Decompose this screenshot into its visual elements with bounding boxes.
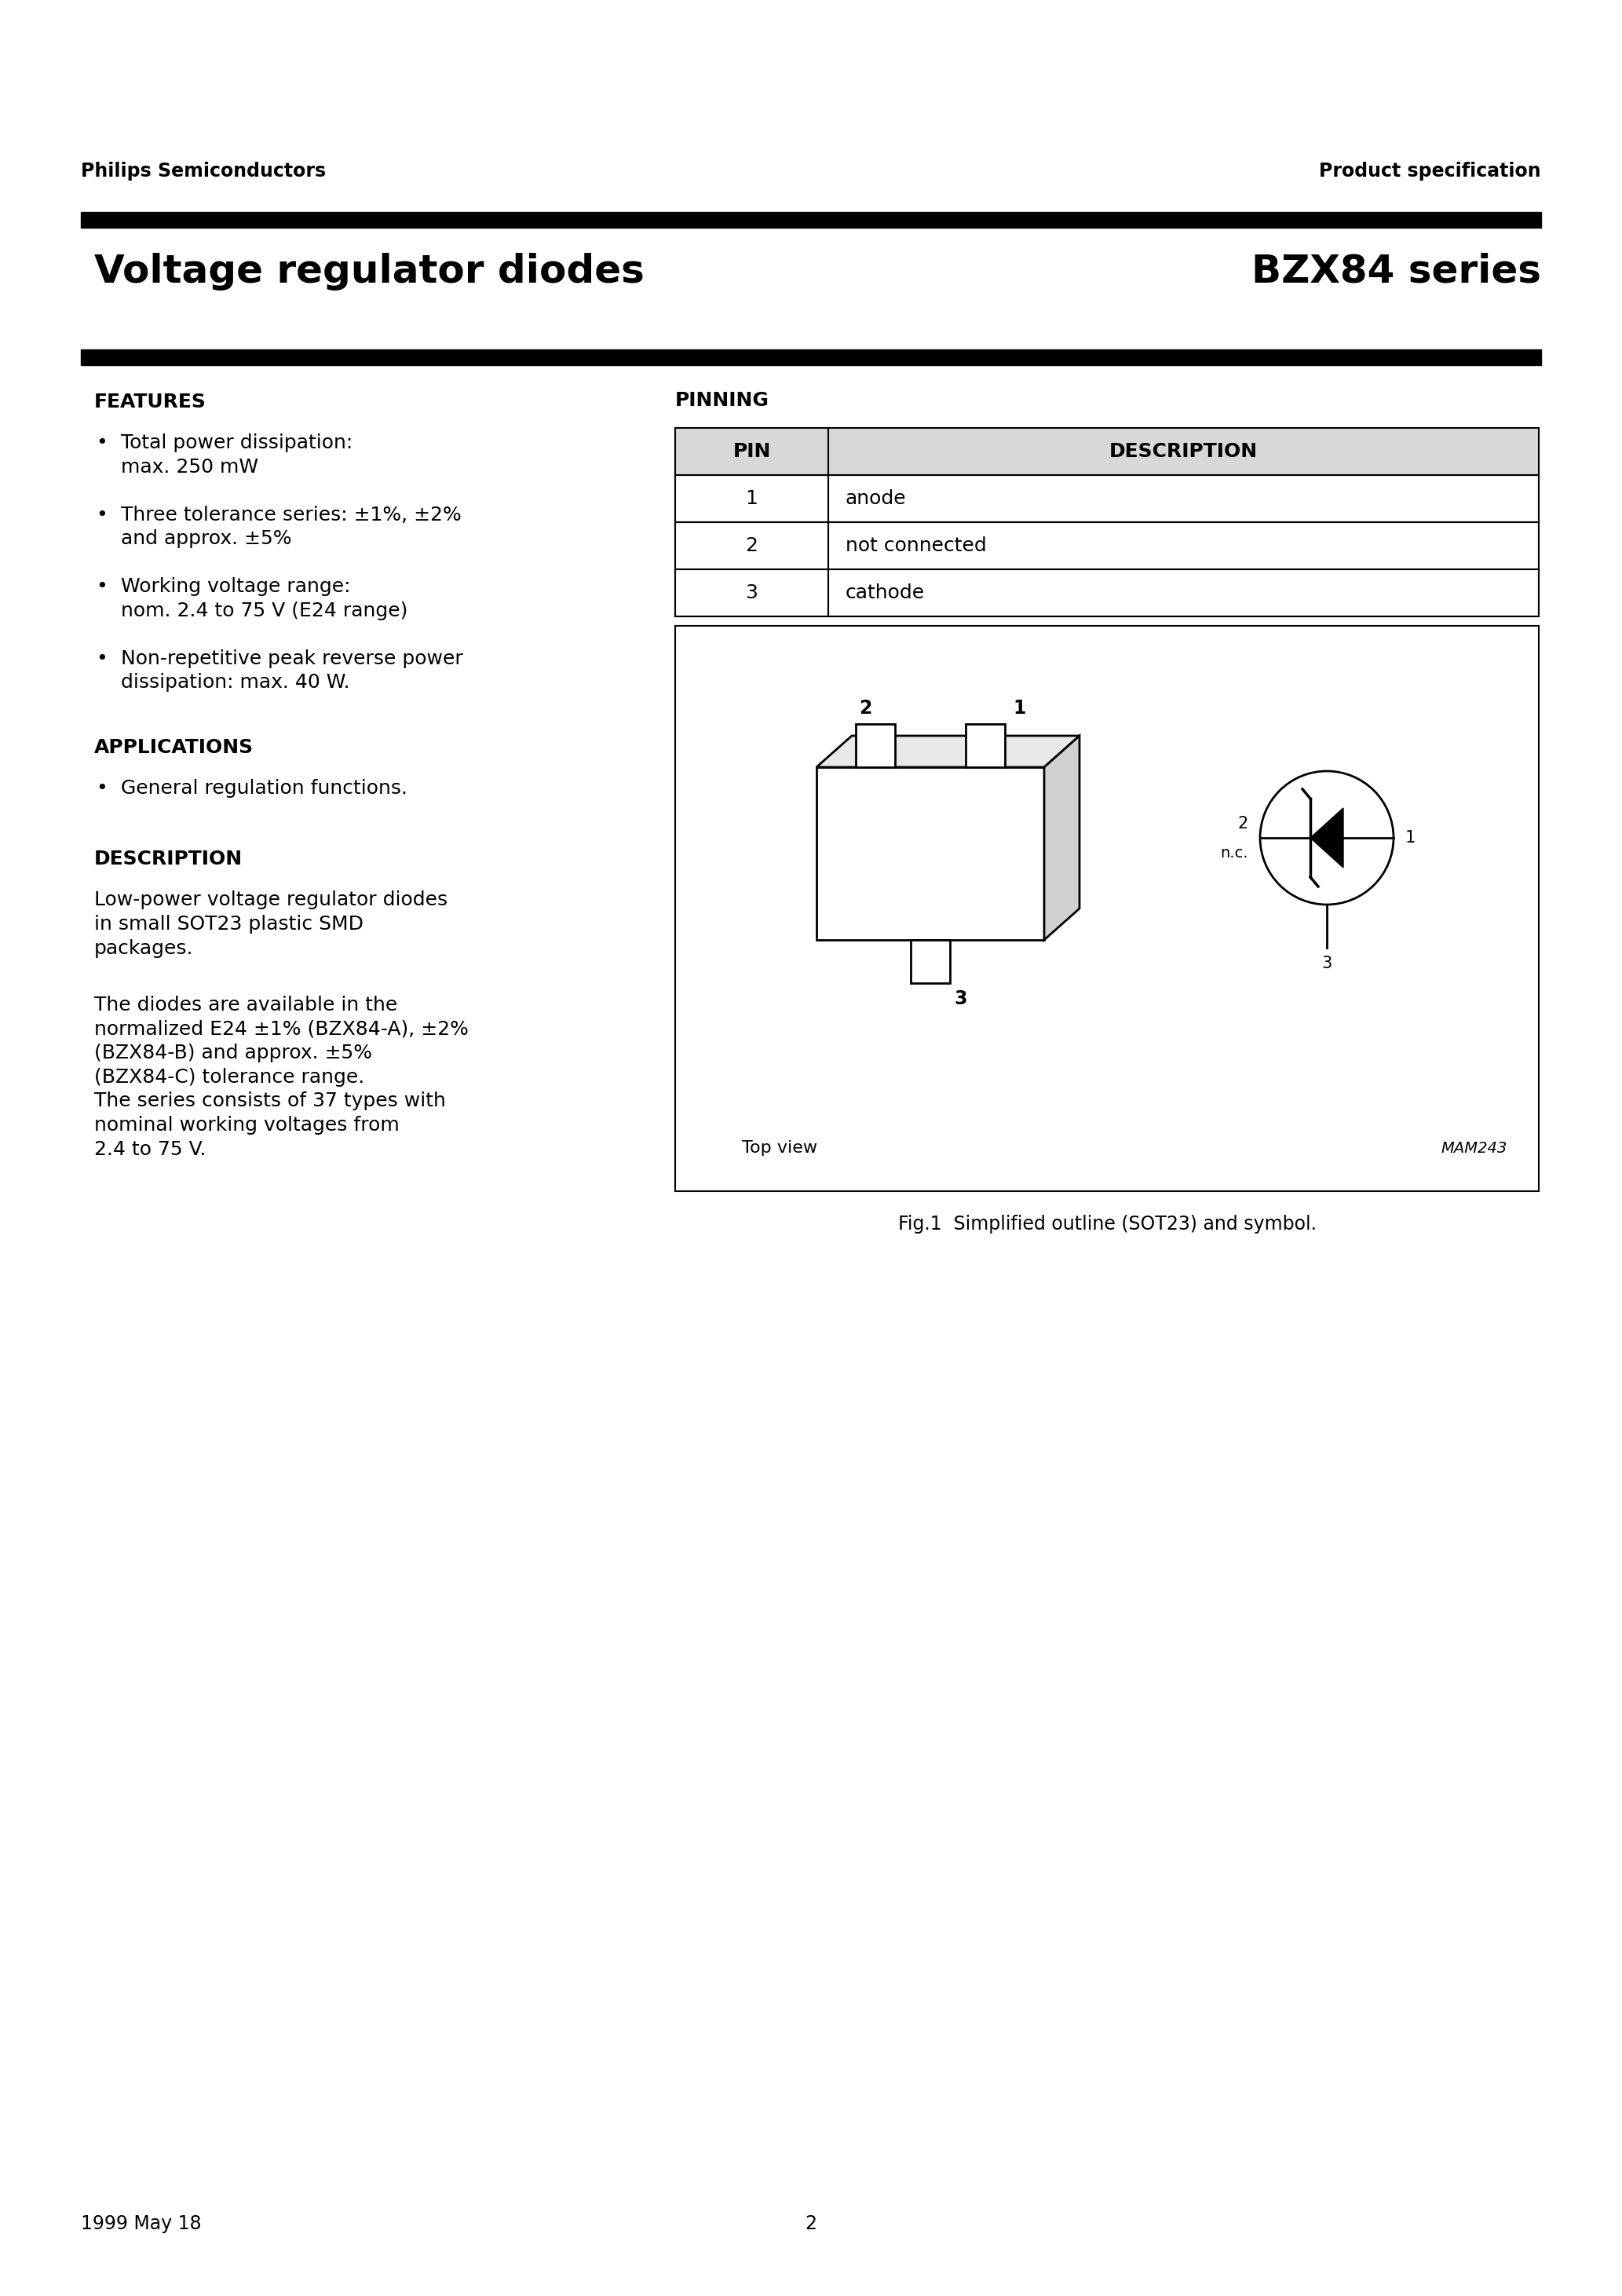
- Text: The diodes are available in the
normalized E24 ±1% (BZX84-A), ±2%
(BZX84-B) and : The diodes are available in the normaliz…: [94, 996, 469, 1159]
- Text: General regulation functions.: General regulation functions.: [122, 778, 407, 799]
- Text: 3: 3: [954, 990, 967, 1008]
- Text: cathode: cathode: [845, 583, 925, 602]
- Text: Top view: Top view: [741, 1141, 817, 1155]
- Text: APPLICATIONS: APPLICATIONS: [94, 739, 253, 758]
- Text: •: •: [96, 650, 107, 668]
- Text: Voltage regulator diodes: Voltage regulator diodes: [94, 253, 644, 292]
- Text: DESCRIPTION: DESCRIPTION: [94, 850, 243, 868]
- Text: PIN: PIN: [733, 443, 770, 461]
- Bar: [910, 939, 950, 983]
- Text: •: •: [96, 434, 107, 452]
- Text: FEATURES: FEATURES: [94, 393, 206, 411]
- Text: Total power dissipation:
max. 250 mW: Total power dissipation: max. 250 mW: [122, 434, 352, 475]
- Text: 1: 1: [1405, 829, 1416, 845]
- Text: •: •: [96, 778, 107, 799]
- Text: Low-power voltage regulator diodes
in small SOT23 plastic SMD
packages.: Low-power voltage regulator diodes in sm…: [94, 891, 448, 957]
- Text: Working voltage range:
nom. 2.4 to 75 V (E24 range): Working voltage range: nom. 2.4 to 75 V …: [122, 576, 407, 620]
- Text: Non-repetitive peak reverse power
dissipation: max. 40 W.: Non-repetitive peak reverse power dissip…: [122, 650, 462, 691]
- Text: BZX84 series: BZX84 series: [1252, 253, 1541, 292]
- Bar: [675, 427, 1539, 615]
- Polygon shape: [1311, 808, 1343, 868]
- Text: 2: 2: [805, 2213, 817, 2234]
- Text: DESCRIPTION: DESCRIPTION: [1109, 443, 1257, 461]
- Text: •: •: [96, 505, 107, 523]
- Bar: [856, 723, 895, 767]
- Text: anode: anode: [845, 489, 907, 507]
- Polygon shape: [816, 735, 1080, 767]
- Bar: [675, 427, 1539, 475]
- Bar: [675, 627, 1539, 1192]
- Text: PINNING: PINNING: [675, 390, 769, 411]
- Text: Product specification: Product specification: [1319, 161, 1541, 181]
- Polygon shape: [1045, 735, 1080, 939]
- Bar: [816, 767, 1045, 939]
- Text: 2: 2: [858, 698, 871, 719]
- Text: Fig.1  Simplified outline (SOT23) and symbol.: Fig.1 Simplified outline (SOT23) and sym…: [897, 1215, 1315, 1233]
- Text: 1: 1: [1012, 698, 1025, 719]
- Text: not connected: not connected: [845, 537, 986, 556]
- Text: •: •: [96, 576, 107, 597]
- Text: MAM243: MAM243: [1442, 1141, 1507, 1155]
- Text: n.c.: n.c.: [1220, 847, 1249, 861]
- Text: 2: 2: [746, 537, 757, 556]
- Text: Philips Semiconductors: Philips Semiconductors: [81, 161, 326, 181]
- Bar: [81, 349, 1541, 365]
- Bar: [965, 723, 1006, 767]
- Bar: [81, 211, 1541, 227]
- Text: 2: 2: [1238, 815, 1249, 831]
- Text: Three tolerance series: ±1%, ±2%
and approx. ±5%: Three tolerance series: ±1%, ±2% and app…: [122, 505, 461, 549]
- Text: 1: 1: [746, 489, 757, 507]
- Text: 3: 3: [1322, 955, 1332, 971]
- Bar: [675, 427, 1539, 615]
- Text: 1999 May 18: 1999 May 18: [81, 2213, 201, 2234]
- Text: 3: 3: [746, 583, 757, 602]
